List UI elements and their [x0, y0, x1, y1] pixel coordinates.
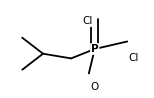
- Text: Cl: Cl: [82, 16, 93, 26]
- Text: P: P: [91, 44, 99, 54]
- Text: O: O: [91, 82, 99, 92]
- Text: Cl: Cl: [129, 53, 139, 63]
